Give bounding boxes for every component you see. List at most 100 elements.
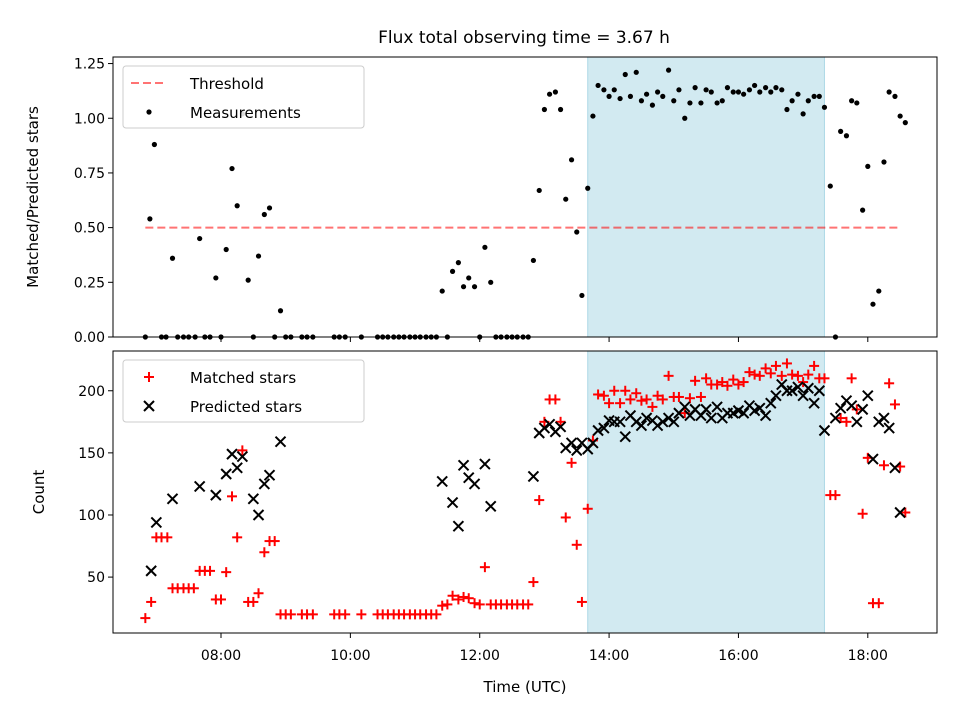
predicted-star-marker — [873, 416, 885, 428]
matched-star-marker — [534, 495, 545, 506]
matched-star-marker — [765, 368, 776, 379]
matched-star-marker — [463, 593, 474, 604]
measurement-point — [649, 102, 656, 108]
matched-star-marker — [809, 360, 820, 371]
y-tick-label: 150 — [78, 446, 105, 462]
matched-star-marker — [835, 413, 846, 424]
y-axis-label: Count — [30, 470, 48, 515]
predicted-star-marker — [862, 390, 874, 402]
measurement-point — [897, 113, 903, 119]
measurement-point — [563, 196, 569, 202]
y-tick-label: 200 — [78, 384, 105, 400]
predicted-star-marker — [797, 390, 809, 402]
y-tick-label: 50 — [87, 570, 105, 586]
matched-star-marker — [695, 391, 706, 402]
predicted-star-marker — [457, 459, 470, 471]
matched-star-marker — [889, 399, 900, 410]
measurement-point — [590, 113, 596, 119]
measurement-point — [735, 89, 742, 95]
predicted-star-marker — [813, 385, 825, 397]
predicted-star-marker — [527, 470, 540, 483]
matched-star-marker — [615, 398, 626, 409]
y-tick-label: 0.50 — [74, 221, 105, 237]
flux-ratio-panel: 0.00 0.25 0.50 0.75 1.00 1.25 Matched/Predicte… — [24, 56, 938, 346]
measurement-point — [460, 284, 467, 290]
measurement-point — [546, 91, 553, 97]
legend-predicted-handle — [143, 400, 155, 412]
matched-star-marker — [582, 503, 593, 514]
matched-star-marker — [857, 508, 868, 519]
predicted-star-marker — [538, 422, 551, 434]
predicted-star-marker — [630, 416, 642, 428]
predicted-star-marker — [894, 506, 906, 519]
measurement-point — [730, 89, 736, 95]
measurement-point — [213, 275, 219, 281]
predicted-star-marker — [543, 418, 556, 431]
matched-star-marker — [878, 460, 889, 471]
matched-star-marker — [442, 599, 453, 610]
measurement-point — [654, 89, 661, 95]
matched-star-marker — [712, 379, 723, 390]
matched-star-marker — [437, 600, 448, 611]
matched-star-marker — [248, 596, 259, 607]
matched-star-marker — [340, 609, 351, 620]
predicted-star-marker — [258, 478, 271, 490]
measurement-point — [805, 98, 811, 104]
matched-stars-series — [140, 358, 911, 624]
predicted-star-marker — [210, 489, 222, 501]
measurement-point — [789, 98, 795, 104]
predicted-star-marker — [150, 516, 163, 529]
measurement-point — [741, 91, 747, 97]
matched-star-marker — [216, 594, 227, 605]
predicted-star-marker — [619, 431, 631, 443]
predicted-star-marker — [668, 416, 680, 428]
measurement-point — [784, 106, 790, 113]
measurement-point — [530, 257, 537, 264]
predicted-star-marker — [781, 385, 793, 397]
matched-star-marker — [728, 374, 739, 385]
y-axis-label: Matched/Predicted stars — [24, 106, 42, 288]
measurement-point — [585, 185, 591, 191]
x-tick-label: 14:00 — [589, 648, 629, 664]
predicted-star-marker — [436, 475, 448, 488]
measurement-point — [843, 133, 850, 139]
y-tick-label: 0.25 — [74, 275, 105, 291]
measurement-point — [601, 87, 607, 93]
matched-star-marker — [722, 380, 733, 391]
chart-title: Flux total observing time = 3.67 h — [378, 28, 670, 48]
measurement-point — [455, 260, 461, 266]
measurement-point — [811, 93, 817, 99]
legend-box — [122, 65, 365, 129]
predicted-star-marker — [274, 435, 287, 448]
predicted-star-marker — [226, 448, 238, 460]
matched-star-marker — [846, 373, 857, 384]
legend-label: Threshold — [189, 75, 264, 93]
matched-star-marker — [458, 591, 469, 602]
predicted-star-marker — [792, 381, 804, 393]
measurement-point — [714, 100, 720, 106]
measurement-point — [757, 89, 763, 95]
measurement-point — [488, 279, 494, 285]
measurement-point — [768, 89, 774, 95]
measurement-point — [838, 128, 844, 134]
measurement-point — [860, 207, 866, 213]
matched-star-marker — [232, 532, 243, 543]
matched-star-marker — [528, 577, 539, 588]
measurement-point — [854, 100, 860, 106]
measurement-point — [261, 211, 267, 218]
predicted-star-marker — [765, 397, 777, 409]
predicted-star-marker — [700, 403, 712, 416]
matched-star-marker — [269, 536, 280, 547]
x-tick-label: 10:00 — [330, 648, 370, 664]
y-tick-label: 1.25 — [74, 57, 105, 73]
legend-label: Measurements — [190, 104, 301, 122]
predicted-star-marker — [878, 412, 890, 424]
measurement-point — [557, 106, 564, 113]
predicted-star-marker — [635, 419, 648, 432]
measurement-point — [865, 163, 871, 169]
matched-star-marker — [469, 598, 480, 609]
predicted-star-marker — [786, 385, 798, 397]
predicted-star-marker — [818, 424, 831, 437]
x-tick-label: 12:00 — [460, 648, 500, 664]
predicted-star-marker — [867, 453, 879, 465]
